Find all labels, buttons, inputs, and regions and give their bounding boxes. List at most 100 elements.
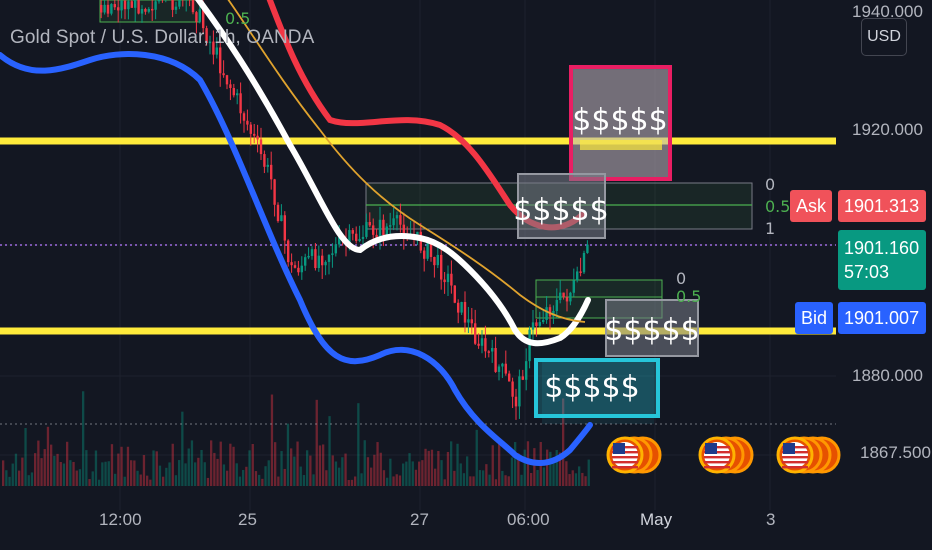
volume-bar <box>78 469 82 486</box>
price-axis[interactable]: 1940.000 1920.000 1880.000 1867.500 <box>836 0 932 510</box>
volume-bar <box>146 475 149 486</box>
volume-bar <box>507 476 510 486</box>
candle-body <box>273 179 276 205</box>
volume-bar <box>248 450 251 486</box>
volume-bar <box>568 474 571 486</box>
flag-stripe <box>612 461 638 464</box>
bollinger-lower-band <box>0 51 593 466</box>
volume-bar <box>210 440 213 486</box>
candle-body <box>480 338 484 346</box>
candle-body <box>467 319 470 323</box>
candle-body <box>310 249 314 256</box>
volume-bar <box>558 452 562 486</box>
candle-body <box>123 0 127 10</box>
us-flag-event-icon[interactable] <box>776 436 841 474</box>
last-price: 1901.160 <box>844 238 920 258</box>
volume-bar <box>408 453 411 486</box>
volume-bar <box>370 467 373 486</box>
volume-bar <box>306 450 309 486</box>
volume-bar <box>325 470 328 486</box>
candlestick-series <box>100 0 589 420</box>
candle-body <box>232 87 235 96</box>
candle-body <box>113 4 116 8</box>
candle-body <box>535 322 538 326</box>
candle-body <box>225 75 229 85</box>
volume-bar <box>110 444 114 486</box>
candle-body <box>375 234 378 238</box>
volume-bar <box>24 427 27 486</box>
volume-bar <box>258 474 261 486</box>
volume-bar <box>485 464 488 486</box>
volume-bar <box>168 462 171 486</box>
volume-bar <box>555 449 558 486</box>
candle-body <box>266 164 269 167</box>
candle-body <box>501 363 504 367</box>
price-label-boxes[interactable]: $$$$$ $$$$$ $$$$$ $$$$$ <box>513 65 700 418</box>
volume-bar <box>245 466 248 486</box>
volume-bar <box>546 449 549 486</box>
candle-body <box>222 73 225 76</box>
time-axis[interactable]: 12:00 25 27 06:00 May 3 <box>0 510 836 550</box>
candle-body <box>569 292 572 302</box>
candle-body <box>202 9 205 29</box>
fib-label: 0 <box>676 269 686 288</box>
event-icons[interactable] <box>606 436 841 474</box>
volume-bar <box>478 470 482 486</box>
symbol-title[interactable]: Gold Spot / U.S. Dollar, 1h, OANDA <box>10 27 315 48</box>
candle-body <box>365 222 368 237</box>
volume-bar <box>101 462 104 486</box>
volume-bar <box>133 460 136 486</box>
candle-body <box>219 47 222 74</box>
volume-bar <box>411 461 414 486</box>
candle-body <box>304 257 307 266</box>
candle-body <box>351 230 354 234</box>
volume-bar <box>296 441 299 486</box>
candle-body <box>562 292 565 298</box>
candle-body <box>246 120 249 125</box>
currency-button[interactable]: USD <box>861 18 907 56</box>
dollar-label: $$$$$ <box>572 103 667 138</box>
us-flag-event-icon[interactable] <box>606 436 662 474</box>
volume-bar <box>219 441 222 486</box>
candle-body <box>314 249 317 269</box>
volume-bar <box>302 475 306 486</box>
candle-body <box>429 243 433 257</box>
volume-bar <box>414 469 418 486</box>
volume-bar <box>510 457 514 486</box>
volume-bar <box>270 394 274 486</box>
last-price-badge: 1901.160 57:03 <box>838 230 926 290</box>
volume-bar <box>280 451 283 486</box>
volume-bar <box>213 452 216 486</box>
volume-bar <box>149 479 152 486</box>
candle-body <box>559 292 562 300</box>
candle-body <box>348 230 351 243</box>
volume-bar <box>354 476 357 486</box>
candle-body <box>470 319 473 324</box>
candle-body <box>443 279 446 283</box>
candle-body <box>548 307 552 317</box>
volume-bar <box>344 453 347 486</box>
moving-average-white <box>194 0 591 347</box>
volume-bar <box>75 470 78 486</box>
us-flag-event-icon[interactable] <box>698 436 754 474</box>
candle-body <box>555 299 558 311</box>
candle-body <box>259 139 263 155</box>
candle-body <box>242 113 246 121</box>
volume-bar <box>434 468 437 486</box>
volume-bars <box>2 391 590 486</box>
volume-bar <box>283 468 286 486</box>
candle-body <box>576 271 579 281</box>
candle-body <box>372 225 375 235</box>
candle-body <box>433 256 436 266</box>
candle-body <box>385 226 388 236</box>
candle-body <box>157 0 161 2</box>
volume-bar <box>475 429 478 486</box>
volume-bar <box>322 444 325 486</box>
candle-body <box>307 255 310 258</box>
candle-body <box>120 0 123 11</box>
volume-bar <box>549 451 552 486</box>
volume-bar <box>427 450 430 486</box>
candle-body <box>399 215 402 225</box>
volume-bar <box>360 473 363 486</box>
